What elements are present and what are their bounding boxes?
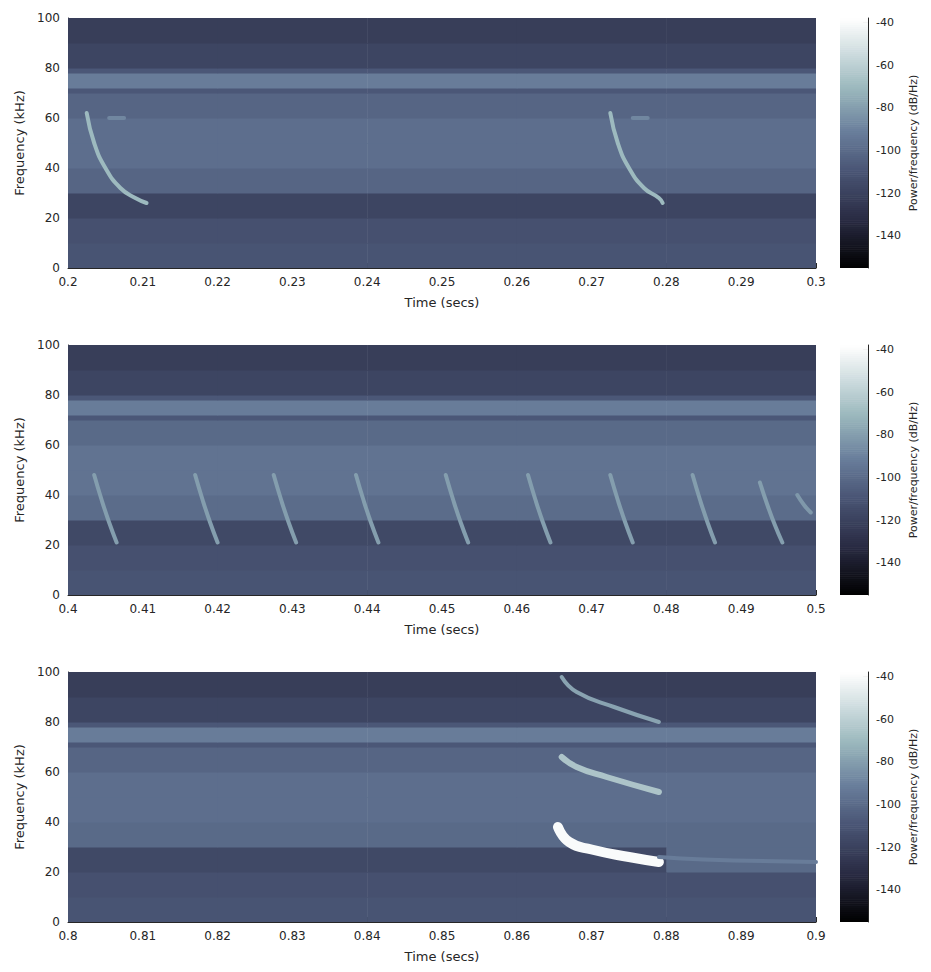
- svg-text:0.29: 0.29: [728, 275, 755, 289]
- svg-text:Frequency (kHz): Frequency (kHz): [12, 417, 27, 523]
- svg-text:0.4: 0.4: [58, 602, 77, 616]
- svg-text:-120: -120: [876, 841, 901, 854]
- svg-text:-100: -100: [876, 798, 901, 811]
- svg-text:0.24: 0.24: [354, 275, 381, 289]
- svg-text:0.28: 0.28: [653, 275, 680, 289]
- svg-text:Power/frequency (dB/Hz): Power/frequency (dB/Hz): [907, 729, 920, 866]
- svg-text:-100: -100: [876, 144, 901, 157]
- svg-text:-100: -100: [876, 471, 901, 484]
- svg-text:-60: -60: [876, 386, 894, 399]
- svg-text:0.82: 0.82: [204, 929, 231, 943]
- svg-text:0: 0: [52, 588, 60, 602]
- svg-text:-40: -40: [876, 16, 894, 29]
- svg-text:Time (secs): Time (secs): [404, 295, 480, 310]
- svg-text:0.85: 0.85: [429, 929, 456, 943]
- svg-text:0.48: 0.48: [653, 602, 680, 616]
- svg-text:40: 40: [45, 161, 60, 175]
- svg-text:40: 40: [45, 488, 60, 502]
- svg-text:60: 60: [45, 438, 60, 452]
- svg-text:20: 20: [45, 865, 60, 879]
- svg-text:0.83: 0.83: [279, 929, 306, 943]
- svg-text:0.21: 0.21: [129, 275, 156, 289]
- svg-text:0.45: 0.45: [429, 602, 456, 616]
- svg-text:Frequency (kHz): Frequency (kHz): [12, 90, 27, 196]
- svg-text:Power/frequency (dB/Hz): Power/frequency (dB/Hz): [907, 402, 920, 539]
- svg-text:-60: -60: [876, 59, 894, 72]
- svg-text:0.87: 0.87: [578, 929, 605, 943]
- svg-text:0.89: 0.89: [728, 929, 755, 943]
- svg-text:0: 0: [52, 261, 60, 275]
- svg-text:0.9: 0.9: [806, 929, 825, 943]
- svg-text:80: 80: [45, 61, 60, 75]
- svg-text:-40: -40: [876, 670, 894, 683]
- svg-text:Time (secs): Time (secs): [404, 622, 480, 637]
- svg-text:-140: -140: [876, 883, 901, 896]
- svg-text:0.46: 0.46: [503, 602, 530, 616]
- svg-text:80: 80: [45, 388, 60, 402]
- svg-text:0.8: 0.8: [58, 929, 77, 943]
- svg-text:60: 60: [45, 765, 60, 779]
- svg-text:0.42: 0.42: [204, 602, 231, 616]
- svg-text:-40: -40: [876, 343, 894, 356]
- svg-text:80: 80: [45, 715, 60, 729]
- svg-text:-80: -80: [876, 428, 894, 441]
- svg-text:0.5: 0.5: [806, 602, 825, 616]
- svg-text:60: 60: [45, 111, 60, 125]
- svg-text:0.3: 0.3: [806, 275, 825, 289]
- svg-text:100: 100: [37, 11, 60, 25]
- svg-text:100: 100: [37, 338, 60, 352]
- svg-text:0.47: 0.47: [578, 602, 605, 616]
- svg-text:20: 20: [45, 211, 60, 225]
- svg-text:0.88: 0.88: [653, 929, 680, 943]
- svg-text:0.26: 0.26: [503, 275, 530, 289]
- svg-text:40: 40: [45, 815, 60, 829]
- svg-text:-80: -80: [876, 101, 894, 114]
- svg-text:0.44: 0.44: [354, 602, 381, 616]
- svg-text:0.27: 0.27: [578, 275, 605, 289]
- svg-text:-120: -120: [876, 514, 901, 527]
- svg-text:0.22: 0.22: [204, 275, 231, 289]
- svg-text:-60: -60: [876, 713, 894, 726]
- svg-text:Power/frequency (dB/Hz): Power/frequency (dB/Hz): [907, 75, 920, 212]
- svg-text:-80: -80: [876, 755, 894, 768]
- svg-text:Frequency (kHz): Frequency (kHz): [12, 744, 27, 850]
- svg-text:-120: -120: [876, 187, 901, 200]
- svg-text:20: 20: [45, 538, 60, 552]
- svg-text:-140: -140: [876, 229, 901, 242]
- svg-text:Time (secs): Time (secs): [404, 949, 480, 964]
- svg-text:0: 0: [52, 915, 60, 929]
- svg-text:0.49: 0.49: [728, 602, 755, 616]
- svg-text:0.86: 0.86: [503, 929, 530, 943]
- svg-text:100: 100: [37, 665, 60, 679]
- svg-text:-140: -140: [876, 556, 901, 569]
- svg-text:0.43: 0.43: [279, 602, 306, 616]
- svg-text:0.84: 0.84: [354, 929, 381, 943]
- svg-text:0.25: 0.25: [429, 275, 456, 289]
- svg-text:0.23: 0.23: [279, 275, 306, 289]
- svg-text:0.81: 0.81: [129, 929, 156, 943]
- svg-text:0.41: 0.41: [129, 602, 156, 616]
- svg-text:0.2: 0.2: [58, 275, 77, 289]
